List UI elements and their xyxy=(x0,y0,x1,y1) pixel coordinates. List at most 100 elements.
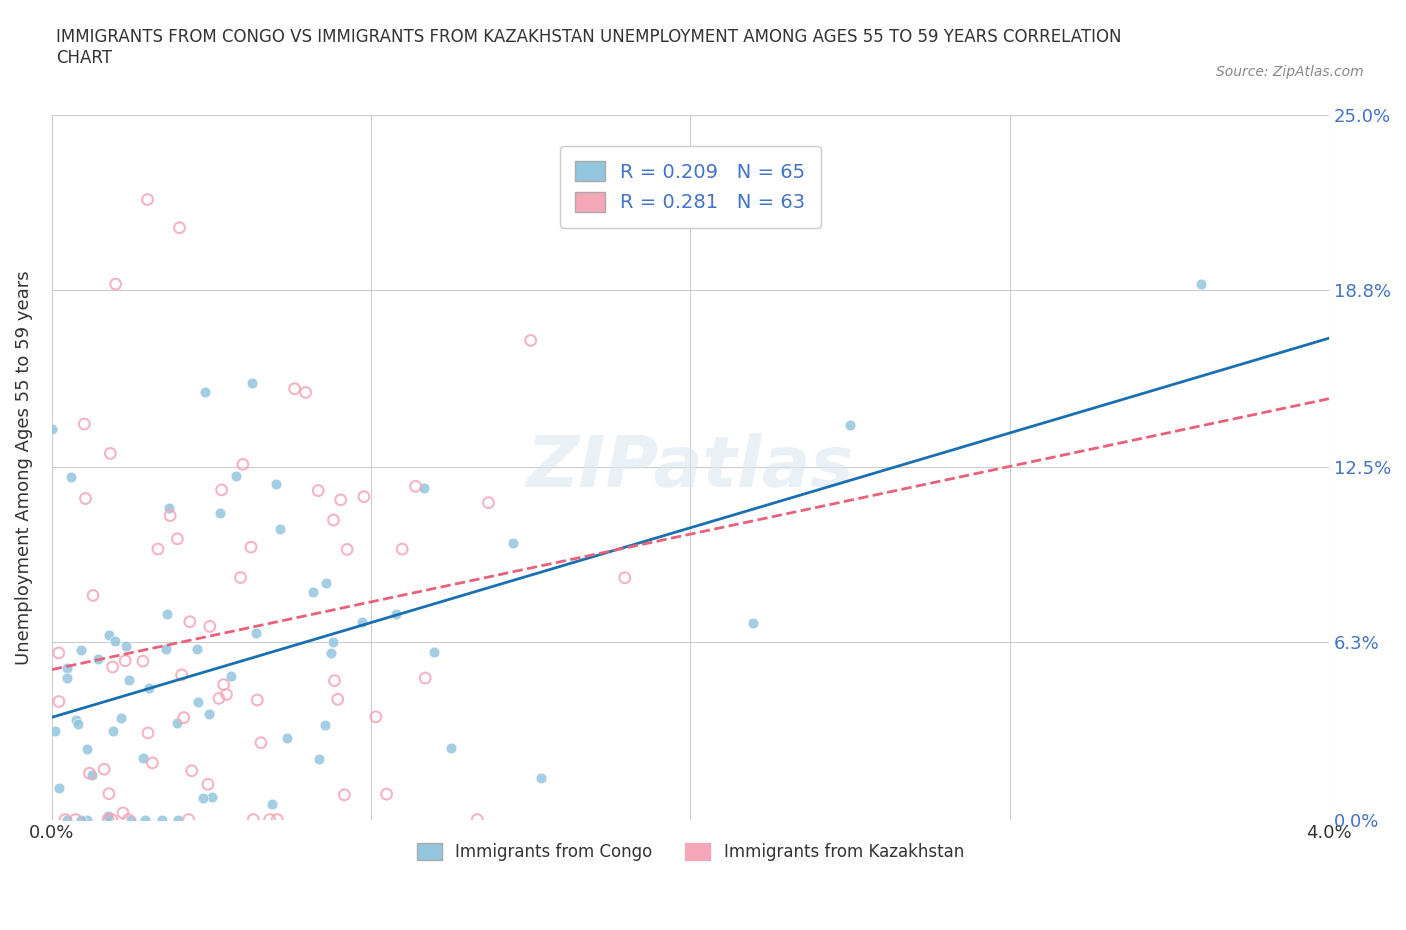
Point xyxy=(97,812,120,827)
Point xyxy=(66,716,89,731)
Point xyxy=(100,446,122,461)
Point xyxy=(302,584,325,599)
Point xyxy=(146,541,169,556)
Point xyxy=(173,711,195,725)
Point xyxy=(613,570,636,585)
Point xyxy=(101,724,124,738)
Point xyxy=(93,762,115,777)
Point xyxy=(246,693,269,708)
Point xyxy=(391,541,413,556)
Point xyxy=(364,710,387,724)
Point xyxy=(132,654,155,669)
Point xyxy=(167,812,190,827)
Point xyxy=(48,645,70,660)
Point xyxy=(198,707,221,722)
Point xyxy=(211,483,233,498)
Point xyxy=(118,672,141,687)
Point xyxy=(212,677,235,692)
Point xyxy=(75,491,97,506)
Point xyxy=(240,539,263,554)
Point xyxy=(384,607,406,622)
Point xyxy=(56,812,79,827)
Point xyxy=(245,626,267,641)
Point xyxy=(353,489,375,504)
Point xyxy=(198,619,221,634)
Point xyxy=(284,381,307,396)
Point xyxy=(60,470,83,485)
Point xyxy=(413,480,436,495)
Point xyxy=(264,477,287,492)
Point xyxy=(97,628,120,643)
Point xyxy=(87,651,110,666)
Point xyxy=(159,508,181,523)
Point xyxy=(308,751,330,766)
Point xyxy=(115,639,138,654)
Point xyxy=(136,725,159,740)
Point xyxy=(65,812,87,827)
Point xyxy=(56,671,79,685)
Text: Source: ZipAtlas.com: Source: ZipAtlas.com xyxy=(1216,65,1364,79)
Point xyxy=(439,740,461,755)
Point xyxy=(120,812,142,827)
Point xyxy=(141,755,163,770)
Point xyxy=(117,812,139,827)
Point xyxy=(232,457,254,472)
Point xyxy=(269,522,291,537)
Point xyxy=(136,193,159,207)
Point xyxy=(423,644,446,659)
Point xyxy=(48,780,70,795)
Point xyxy=(191,790,214,805)
Point xyxy=(53,812,76,827)
Point xyxy=(101,659,124,674)
Point xyxy=(150,812,173,827)
Point xyxy=(76,741,98,756)
Point xyxy=(104,276,127,291)
Point xyxy=(186,642,208,657)
Point xyxy=(55,661,77,676)
Point xyxy=(329,492,352,507)
Point xyxy=(73,417,96,432)
Point xyxy=(323,673,346,688)
Point xyxy=(375,787,398,802)
Point xyxy=(465,812,488,827)
Point xyxy=(333,788,356,803)
Point xyxy=(229,570,252,585)
Point xyxy=(194,384,217,399)
Point xyxy=(839,418,862,432)
Point xyxy=(225,468,247,483)
Point xyxy=(97,808,120,823)
Y-axis label: Unemployment Among Ages 55 to 59 years: Unemployment Among Ages 55 to 59 years xyxy=(15,270,32,665)
Point xyxy=(41,421,63,436)
Point xyxy=(336,542,359,557)
Point xyxy=(65,713,87,728)
Point xyxy=(134,812,156,827)
Point xyxy=(413,671,436,685)
Point xyxy=(742,615,765,630)
Point xyxy=(315,575,337,590)
Point xyxy=(100,812,122,827)
Point xyxy=(69,812,91,827)
Point xyxy=(259,812,281,827)
Point xyxy=(166,531,188,546)
Point xyxy=(250,736,273,751)
Point xyxy=(1189,276,1212,291)
Point xyxy=(159,500,181,515)
Point xyxy=(44,724,66,738)
Point xyxy=(180,764,202,778)
Point xyxy=(477,495,499,510)
Point xyxy=(215,687,238,702)
Point xyxy=(110,711,132,725)
Point xyxy=(201,790,224,804)
Text: IMMIGRANTS FROM CONGO VS IMMIGRANTS FROM KAZAKHSTAN UNEMPLOYMENT AMONG AGES 55 T: IMMIGRANTS FROM CONGO VS IMMIGRANTS FROM… xyxy=(56,28,1122,67)
Point xyxy=(131,751,153,765)
Point xyxy=(82,588,104,603)
Point xyxy=(70,643,93,658)
Point xyxy=(240,376,263,391)
Text: ZIPatlas: ZIPatlas xyxy=(527,432,853,502)
Point xyxy=(219,669,242,684)
Point xyxy=(530,771,553,786)
Point xyxy=(166,715,188,730)
Point xyxy=(322,634,344,649)
Point xyxy=(197,777,219,791)
Point xyxy=(138,680,160,695)
